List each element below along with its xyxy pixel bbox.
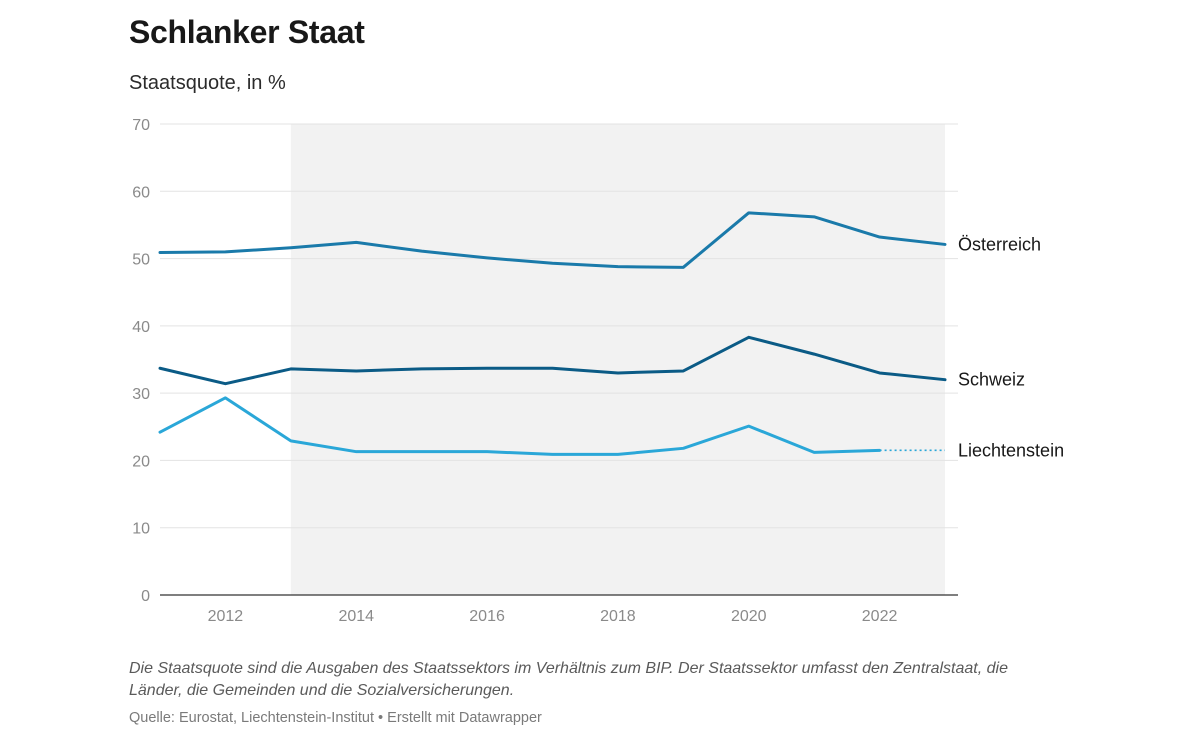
y-tick-label: 60 (132, 184, 150, 201)
series-line-schweiz (158, 335, 947, 386)
series-label--sterreich: Österreich (958, 234, 1041, 254)
y-tick-label: 20 (132, 453, 150, 470)
x-tick-label: 2022 (862, 608, 898, 625)
y-tick-label: 40 (132, 319, 150, 336)
y-tick-label: 50 (132, 252, 150, 269)
chart-source: Quelle: Eurostat, Liechtenstein-Institut… (129, 710, 542, 726)
y-tick-label: 10 (132, 521, 150, 538)
chart-note: Die Staatsquote sind die Ausgaben des St… (129, 660, 1008, 699)
chart-subtitle: Staatsquote, in % (129, 72, 286, 94)
x-tick-label: 2018 (600, 608, 636, 625)
x-tick-label: 2014 (338, 608, 374, 625)
y-tick-label: 0 (141, 588, 150, 605)
series-label-schweiz: Schweiz (958, 370, 1025, 390)
series-line-liechtenstein (158, 396, 882, 456)
shaded-period (290, 124, 945, 595)
x-tick-label: 2012 (208, 608, 244, 625)
y-tick-label: 30 (132, 386, 150, 403)
x-tick-label: 2016 (469, 608, 505, 625)
series-label-liechtenstein: Liechtenstein (958, 440, 1064, 460)
series-line--sterreich (158, 211, 947, 269)
y-tick-label: 70 (132, 117, 150, 134)
x-tick-label: 2020 (731, 608, 767, 625)
chart-title: Schlanker Staat (129, 14, 365, 50)
line-chart: 0 10 20 30 40 50 60 70 2012 2014 2016 2018 2020 2022… (132, 117, 1064, 625)
